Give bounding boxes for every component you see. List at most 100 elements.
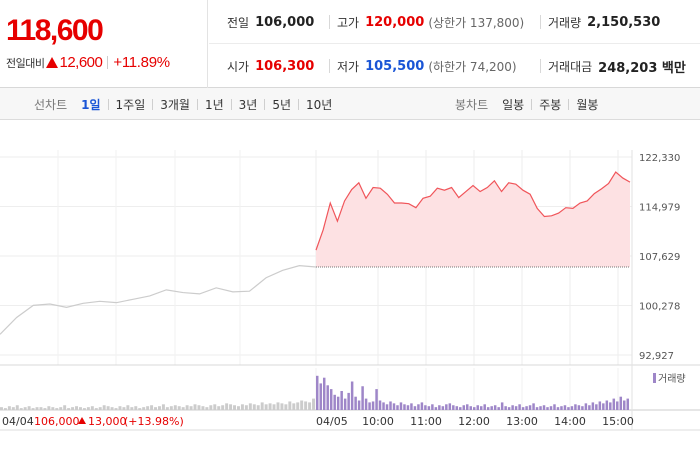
volume-bar <box>43 408 47 410</box>
volume-bar <box>106 406 110 410</box>
volume-bar <box>518 404 521 410</box>
volume-bar <box>479 406 483 410</box>
volume-bar <box>51 407 55 410</box>
volume-bar <box>161 404 165 410</box>
tab-candle-0[interactable]: 일봉 <box>502 97 525 112</box>
volume-bar <box>469 406 472 410</box>
change-percent: +11.89% <box>113 54 170 71</box>
line-chart-title: 선차트 <box>34 97 68 112</box>
volume-bar <box>462 405 466 410</box>
volume-bar <box>280 403 284 410</box>
volume-bar <box>75 406 78 410</box>
x-tick-label: 04/05 <box>316 415 348 428</box>
volume-bar <box>90 406 94 410</box>
volume-bar <box>410 403 413 410</box>
series-line-prev-day <box>0 265 317 335</box>
volume-bar <box>389 401 392 410</box>
volume-bar <box>256 405 260 410</box>
tab-line-1[interactable]: 1주일 <box>115 97 146 112</box>
volume-bar <box>542 405 546 410</box>
volume-bar <box>616 401 619 410</box>
y-tick-label: 122,330 <box>639 153 680 164</box>
tab-candle-2[interactable]: 월봉 <box>576 97 599 112</box>
volume-bar <box>150 405 154 410</box>
volume-bar <box>493 405 497 410</box>
stat-high: 고가 120,000 (상한가 137,800) <box>337 0 524 44</box>
stat-value: 106,300 <box>255 58 315 74</box>
volume-bar <box>39 407 43 410</box>
price-box: 118,600 전일대비 12,600 +11.89% <box>0 0 208 88</box>
volume-bar <box>528 405 532 410</box>
volume-bar <box>396 405 399 410</box>
volume-bar <box>507 407 511 410</box>
tab-line-6[interactable]: 10년 <box>306 97 333 112</box>
volume-bar <box>466 404 469 410</box>
prev-day-close: 106,000 <box>34 415 80 428</box>
volume-bar <box>98 407 102 410</box>
stats-panel: 전일 106,000 고가 120,000 (상한가 137,800) 거래량 … <box>209 0 700 88</box>
volume-bar <box>511 405 514 410</box>
tab-line-2[interactable]: 3개월 <box>160 97 190 112</box>
volume-bar <box>343 398 347 410</box>
volume-bar <box>67 408 71 410</box>
volume-bar <box>319 383 322 410</box>
stat-low: 저가 105,500 (하한가 74,200) <box>337 44 517 88</box>
volume-bar <box>213 404 217 410</box>
today-area-fill <box>316 172 630 267</box>
volume-bar <box>546 407 549 410</box>
stat-label: 시가 <box>227 59 250 74</box>
candle-chart-tabs: 봉차트 일봉 주봉 월봉 <box>455 88 598 120</box>
volume-bar <box>86 407 90 410</box>
y-tick-label: 100,278 <box>639 301 680 312</box>
stat-prev-close: 전일 106,000 <box>227 0 314 44</box>
volume-bar <box>272 404 276 410</box>
volume-bar <box>392 403 396 410</box>
stat-label: 거래대금 <box>548 59 593 74</box>
y-tick-label: 114,979 <box>639 203 680 214</box>
volume-bar <box>333 394 336 410</box>
tab-divider <box>298 98 300 110</box>
prev-day-change-amount: 13,000 <box>88 415 127 428</box>
volume-bar <box>539 406 542 410</box>
volume-bar <box>193 404 197 410</box>
stat-value: 248,203 백만 <box>598 60 686 76</box>
tab-line-3[interactable]: 1년 <box>204 97 224 112</box>
volume-bar <box>560 406 563 410</box>
volume-bar <box>361 386 364 410</box>
tab-line-0[interactable]: 1일 <box>81 97 101 112</box>
stat-volume: 거래량 2,150,530 <box>548 0 660 44</box>
tab-candle-1[interactable]: 주봉 <box>539 97 562 112</box>
divider <box>540 15 541 29</box>
tab-line-4[interactable]: 3년 <box>238 97 258 112</box>
tab-line-5[interactable]: 5년 <box>272 97 292 112</box>
stat-label: 전일 <box>227 15 250 30</box>
volume-bar <box>31 408 35 410</box>
volume-bar <box>59 407 63 410</box>
volume-bar <box>138 408 142 410</box>
chart-tabbar: 선차트 1일 1주일 3개월 1년 3년 5년 10년 봉차트 일봉 주봉 월봉 <box>0 88 700 120</box>
change-amount: 12,600 <box>59 54 103 71</box>
volume-bar <box>312 398 315 410</box>
volume-bar <box>248 403 252 410</box>
volume-bar <box>525 406 528 410</box>
volume-bar <box>514 406 518 410</box>
volume-bar <box>413 406 417 410</box>
prev-day-summary: 04/04 106,000 13,000(+13.98%) <box>2 415 184 428</box>
volume-bar <box>185 405 189 410</box>
volume-legend-swatch <box>653 373 656 383</box>
volume-bar <box>316 375 319 410</box>
volume-bar <box>288 401 292 410</box>
volume-bar <box>350 381 354 410</box>
volume-bar <box>189 406 193 410</box>
volume-bar <box>399 402 403 410</box>
x-tick-label: 10:00 <box>362 415 394 428</box>
x-tick-label: 15:00 <box>602 415 634 428</box>
stat-trade-value: 거래대금 248,203 백만 <box>548 44 686 88</box>
divider <box>329 15 330 29</box>
volume-bar <box>455 406 459 410</box>
volume-bar <box>497 407 500 410</box>
volume-bar <box>79 407 82 410</box>
volume-bar <box>322 377 326 410</box>
volume-bar <box>434 407 438 410</box>
volume-bar <box>252 404 256 410</box>
